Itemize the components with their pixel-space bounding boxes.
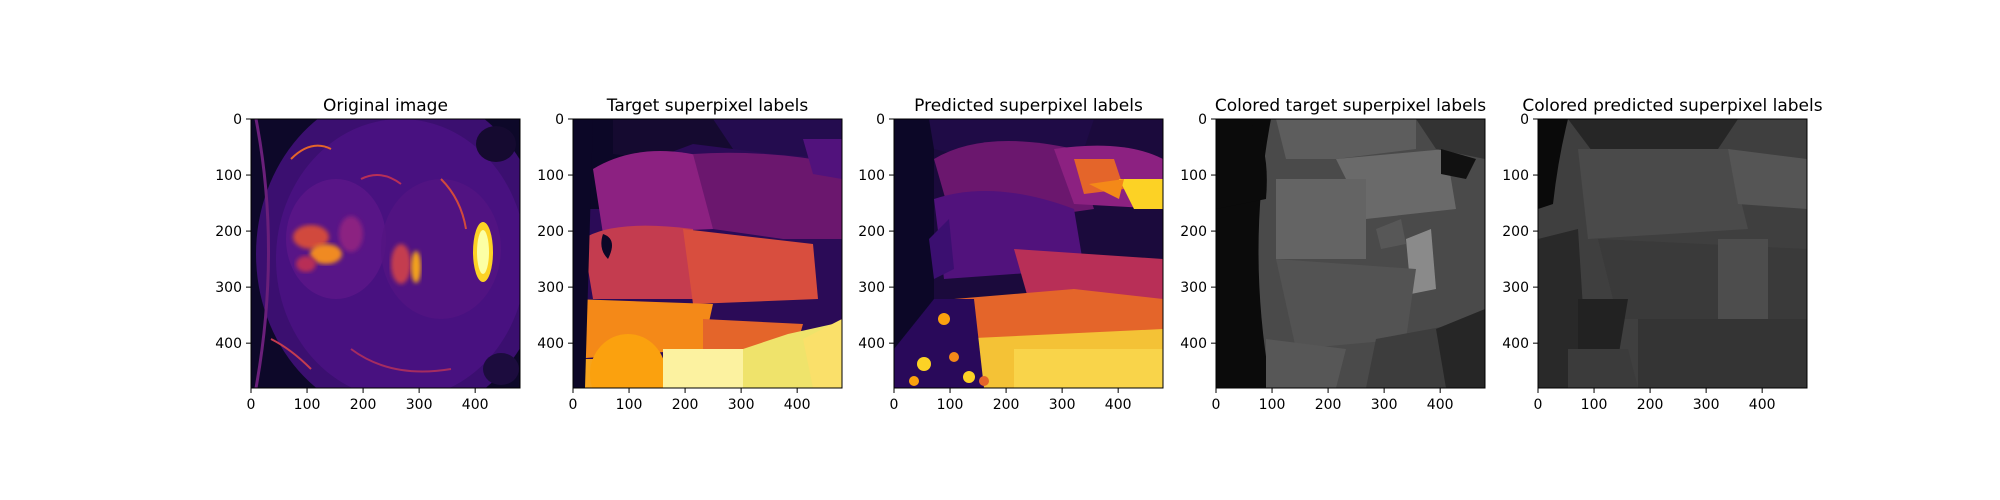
y-tick-label: 300 <box>1502 280 1529 296</box>
y-tick-label: 300 <box>215 280 242 296</box>
axes-frame <box>250 118 521 389</box>
x-tick-label: 300 <box>406 397 433 413</box>
y-tick-label: 200 <box>1180 224 1207 240</box>
axis-ticks: 0 100 200 300 400 0 100 200 300 400 <box>858 112 1131 413</box>
axes-frame <box>1215 118 1486 389</box>
axis-ticks: 0 100 200 300 400 0 100 200 300 400 <box>1180 112 1453 413</box>
y-tick-label: 0 <box>555 112 564 128</box>
axis-ticks: 0 100 200 300 400 0 100 200 300 400 <box>537 112 810 413</box>
y-tick-label: 300 <box>537 280 564 296</box>
y-tick-label: 400 <box>858 336 885 352</box>
x-tick-label: 100 <box>937 397 964 413</box>
x-tick-label: 200 <box>1315 397 1342 413</box>
y-tick-label: 400 <box>1180 336 1207 352</box>
x-tick-label: 200 <box>993 397 1020 413</box>
x-tick-label: 300 <box>1693 397 1720 413</box>
x-tick-label: 0 <box>569 397 578 413</box>
x-tick-label: 0 <box>1534 397 1543 413</box>
x-tick-label: 400 <box>1749 397 1776 413</box>
axis-ticks: 0 100 200 300 400 0 100 200 300 400 <box>1502 112 1775 413</box>
x-tick-label: 200 <box>1637 397 1664 413</box>
y-tick-label: 100 <box>858 168 885 184</box>
axes-frame <box>572 118 843 389</box>
x-tick-label: 300 <box>1371 397 1398 413</box>
x-tick-label: 0 <box>247 397 256 413</box>
y-tick-label: 400 <box>215 336 242 352</box>
x-tick-label: 0 <box>1212 397 1221 413</box>
y-tick-label: 100 <box>215 168 242 184</box>
y-tick-label: 400 <box>1502 336 1529 352</box>
mri-image <box>251 119 520 388</box>
x-tick-label: 0 <box>890 397 899 413</box>
y-tick-label: 0 <box>876 112 885 128</box>
y-tick-label: 0 <box>1198 112 1207 128</box>
colored-predicted-image <box>1538 119 1807 388</box>
y-tick-label: 300 <box>858 280 885 296</box>
panel-colored-predicted: Colored predicted superpixel labels 0 100… <box>1502 96 1822 413</box>
x-tick-label: 400 <box>1105 397 1132 413</box>
y-tick-label: 100 <box>537 168 564 184</box>
y-tick-label: 200 <box>1502 224 1529 240</box>
x-tick-label: 300 <box>1049 397 1076 413</box>
panel-target: Target superpixel labels 0 100 200 300 400 0 1… <box>537 96 843 413</box>
colored-target-image <box>1216 119 1485 388</box>
x-tick-label: 200 <box>672 397 699 413</box>
x-tick-label: 400 <box>784 397 811 413</box>
panel-title: Predicted superpixel labels <box>914 96 1143 116</box>
y-tick-label: 200 <box>537 224 564 240</box>
y-tick-label: 400 <box>537 336 564 352</box>
x-tick-label: 100 <box>1259 397 1286 413</box>
x-tick-label: 300 <box>728 397 755 413</box>
y-tick-label: 200 <box>215 224 242 240</box>
x-tick-label: 200 <box>350 397 377 413</box>
axes-frame <box>1537 118 1808 389</box>
panel-predicted: Predicted superpixel labels 0 100 20 <box>858 96 1164 413</box>
panel-title: Original image <box>323 96 448 116</box>
panel-title: Colored predicted superpixel labels <box>1522 96 1822 116</box>
x-tick-label: 100 <box>616 397 643 413</box>
y-tick-label: 0 <box>233 112 242 128</box>
panel-colored-target: Colored target superpixel labels 0 100 200… <box>1180 96 1486 413</box>
x-tick-label: 100 <box>294 397 321 413</box>
axes-frame <box>893 118 1164 389</box>
y-tick-label: 0 <box>1520 112 1529 128</box>
x-tick-label: 400 <box>462 397 489 413</box>
x-tick-label: 400 <box>1427 397 1454 413</box>
y-tick-label: 300 <box>1180 280 1207 296</box>
target-labels-image <box>573 119 842 388</box>
axis-ticks: 0 100 200 300 400 0 100 200 300 400 <box>215 112 488 413</box>
y-tick-label: 100 <box>1502 168 1529 184</box>
x-tick-label: 100 <box>1581 397 1608 413</box>
panel-title: Target superpixel labels <box>606 96 809 116</box>
y-tick-label: 200 <box>858 224 885 240</box>
y-tick-label: 100 <box>1180 168 1207 184</box>
panel-title: Colored target superpixel labels <box>1215 96 1486 116</box>
predicted-labels-image <box>894 119 1163 388</box>
